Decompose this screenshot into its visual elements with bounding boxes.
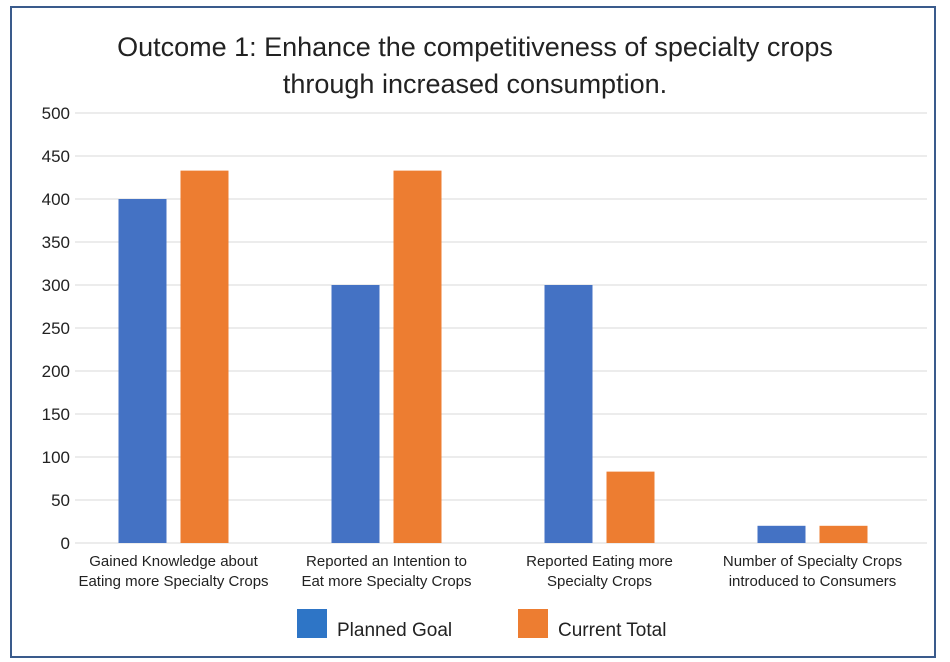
y-tick-label: 50: [51, 491, 70, 510]
y-tick-label: 450: [42, 147, 70, 166]
y-tick-label: 500: [42, 104, 70, 123]
x-category-label: Reported an Intention to: [306, 553, 467, 570]
chart-title: Outcome 1: Enhance the competitiveness o…: [117, 32, 833, 99]
bar: [606, 471, 655, 543]
x-category-label: Specialty Crops: [547, 573, 652, 590]
y-tick-label: 200: [42, 362, 70, 381]
legend-swatch: [297, 609, 327, 638]
legend-label: Current Total: [558, 620, 666, 641]
legend: Planned Goal Current Total: [297, 609, 666, 641]
bar: [544, 285, 593, 543]
x-axis-categories: Gained Knowledge about Eating more Specia…: [78, 553, 902, 590]
x-category-label: Eat more Specialty Crops: [301, 573, 471, 590]
y-tick-label: 100: [42, 448, 70, 467]
y-tick-label: 250: [42, 319, 70, 338]
bar: [118, 199, 167, 543]
bar: [180, 170, 229, 543]
y-tick-label: 300: [42, 276, 70, 295]
x-category-label: Number of Specialty Crops: [723, 553, 902, 570]
y-tick-label: 350: [42, 233, 70, 252]
chart-title-line-2: through increased consumption.: [283, 69, 667, 99]
legend-swatch: [518, 609, 548, 638]
bars: [118, 170, 868, 543]
y-axis-ticks: 0 50 100 150 200 250 300 350 400 450 500: [42, 104, 70, 553]
x-category-label: Gained Knowledge about: [89, 553, 258, 570]
x-category-label: Eating more Specialty Crops: [78, 573, 268, 590]
y-tick-label: 0: [61, 534, 70, 553]
bar: [331, 285, 380, 543]
chart-title-line-1: Outcome 1: Enhance the competitiveness o…: [117, 32, 833, 62]
legend-label: Planned Goal: [337, 620, 452, 641]
bar: [757, 525, 806, 543]
bar: [393, 170, 442, 543]
x-category-label: introduced to Consumers: [729, 573, 897, 590]
x-category-label: Reported Eating more: [526, 553, 673, 570]
y-tick-label: 400: [42, 190, 70, 209]
y-tick-label: 150: [42, 405, 70, 424]
bar: [819, 525, 868, 543]
